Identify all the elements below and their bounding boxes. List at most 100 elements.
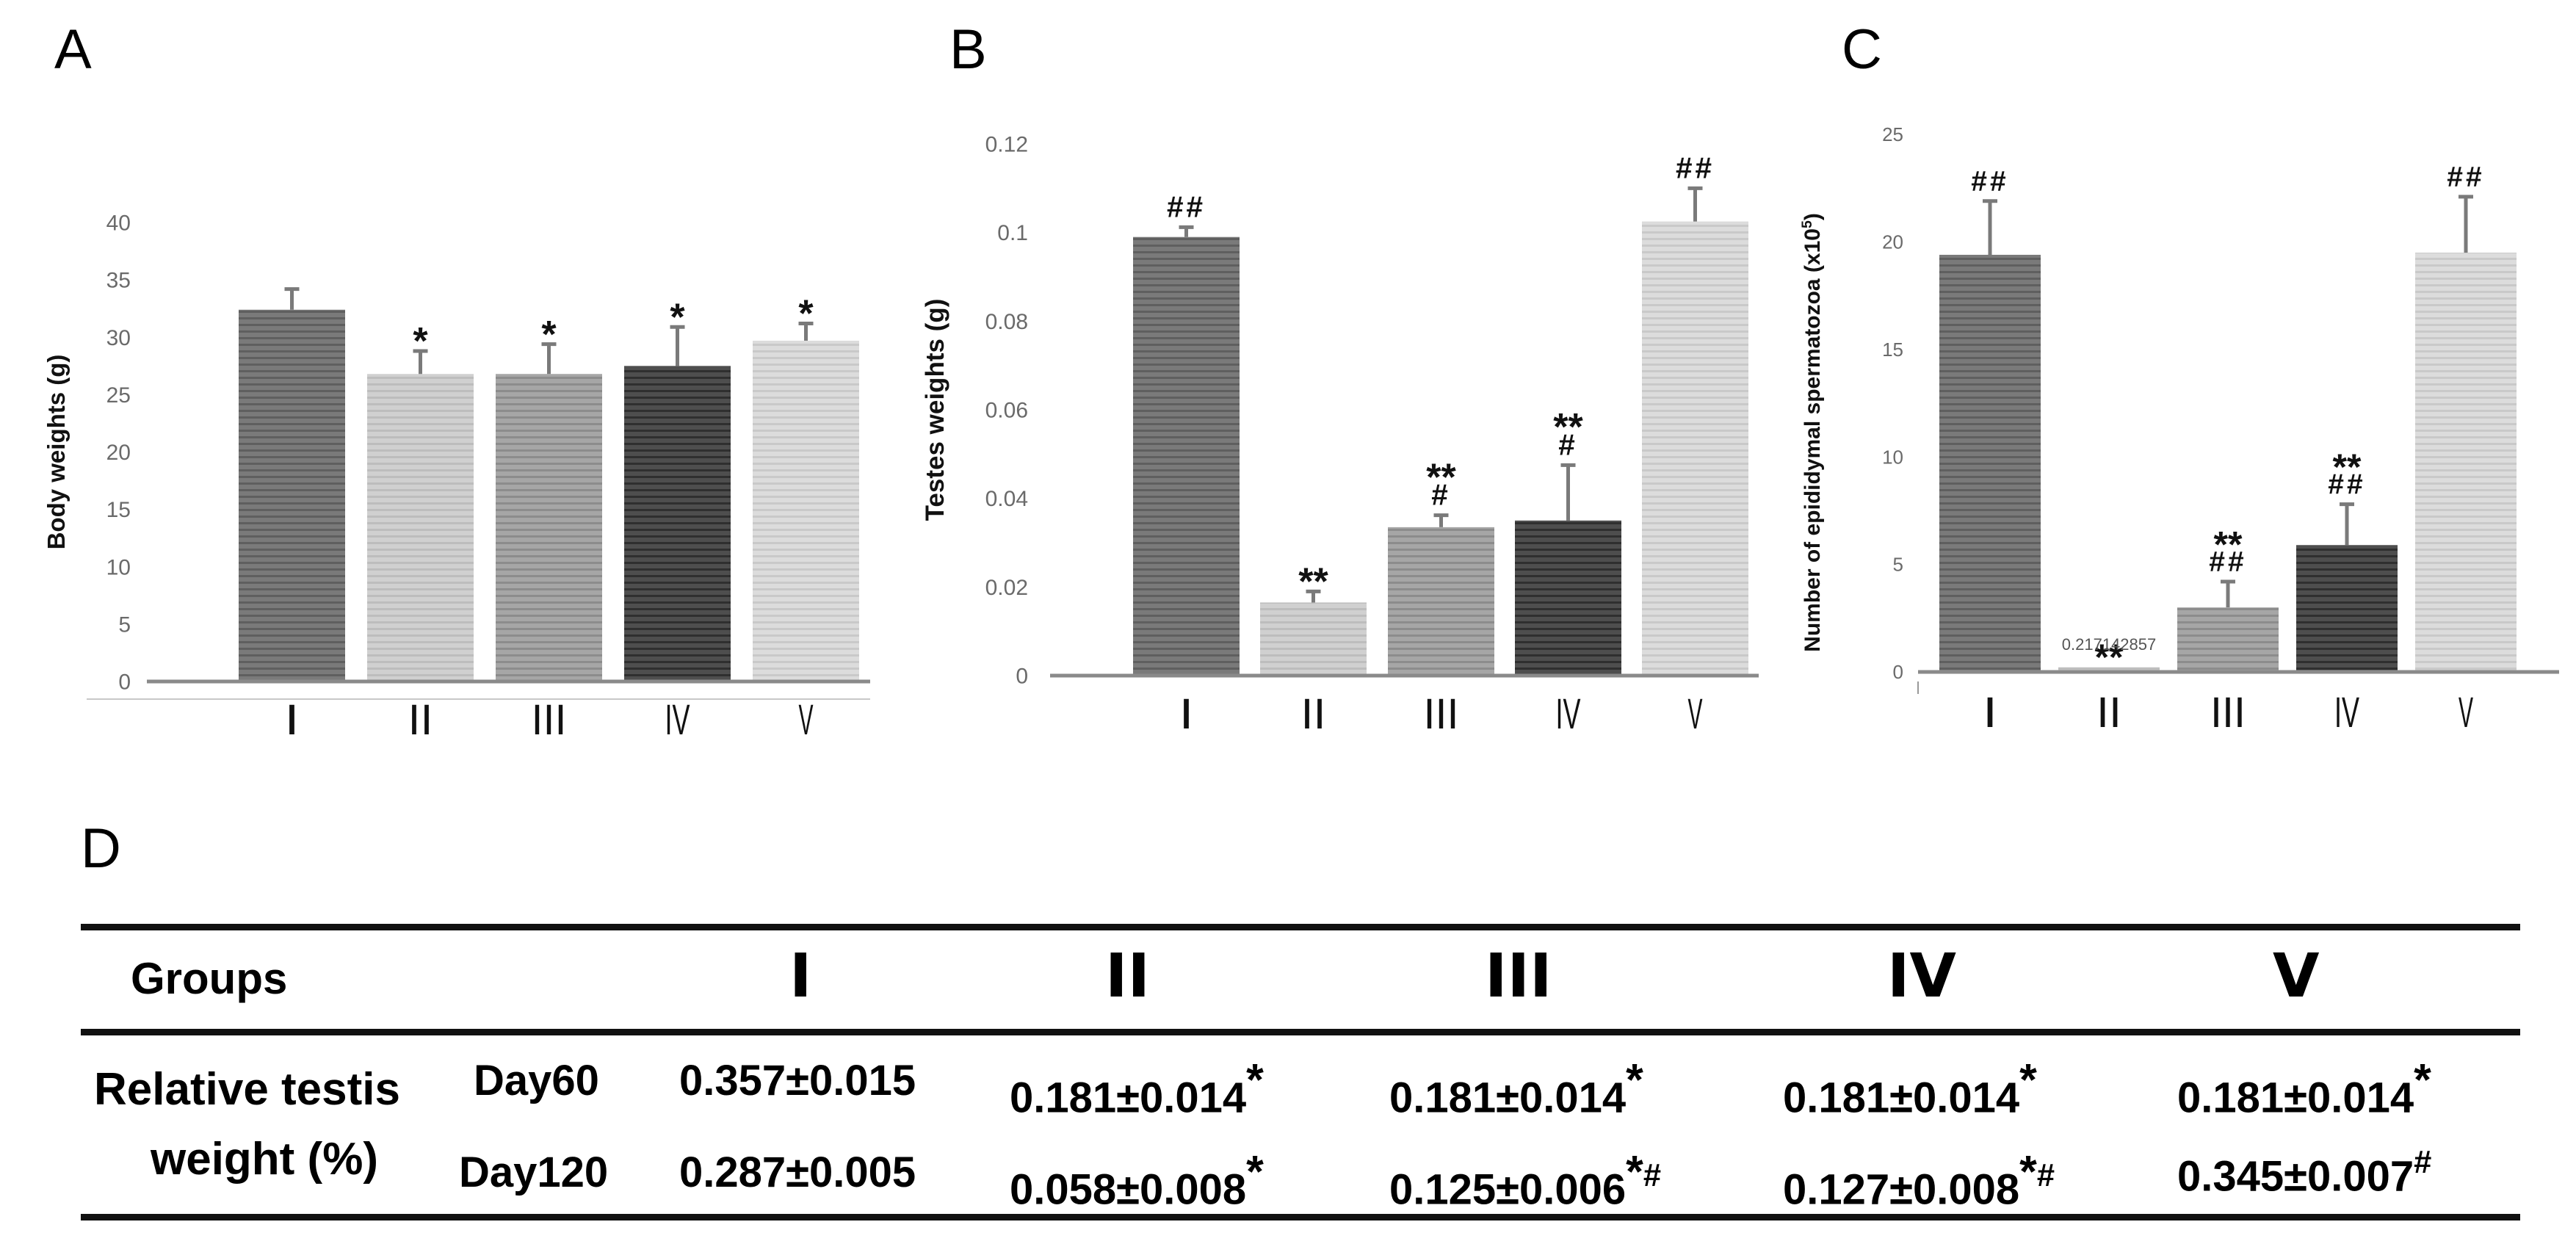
category-label: I bbox=[1179, 690, 1194, 738]
y-tick-label: 0.06 bbox=[985, 399, 1028, 423]
row-label-line2: weight (%) bbox=[151, 1134, 378, 1185]
significance-mark: ** bbox=[1426, 456, 1456, 499]
significance-mark: ## bbox=[1167, 189, 1206, 223]
bar-ii bbox=[1260, 602, 1367, 676]
significance-mark: ## bbox=[2209, 546, 2246, 578]
y-tick-label: 25 bbox=[1882, 123, 1903, 145]
y-tick-label: 0 bbox=[1016, 665, 1028, 689]
y-tick-label: 0.1 bbox=[997, 221, 1028, 245]
bar-iii bbox=[1388, 527, 1494, 676]
day60-label: Day60 bbox=[474, 1057, 599, 1104]
table-cell: 0.058±0.008* bbox=[1010, 1146, 1264, 1214]
table-cell: 0.345±0.007# bbox=[2177, 1144, 2432, 1201]
y-axis-label: Body weights (g) bbox=[43, 355, 70, 550]
bar-v bbox=[753, 340, 859, 681]
significance-mark: ** bbox=[1298, 561, 1328, 604]
significance-mark: ## bbox=[2447, 162, 2484, 193]
category-label: IV bbox=[1556, 690, 1581, 738]
bar-iii bbox=[2177, 607, 2279, 672]
y-tick-label: 15 bbox=[106, 498, 131, 522]
bar-iv bbox=[624, 366, 731, 681]
significance-mark: ## bbox=[2328, 469, 2365, 501]
bar-v bbox=[2415, 253, 2517, 672]
bar-i bbox=[1133, 236, 1240, 676]
y-tick-label: 10 bbox=[106, 555, 131, 579]
data-label: 0.217142857 bbox=[2062, 635, 2156, 654]
y-tick-label: 35 bbox=[106, 269, 131, 293]
y-tick-label: 15 bbox=[1882, 339, 1903, 361]
category-label: IV bbox=[665, 696, 690, 744]
table-cell: 0.181±0.014* bbox=[1389, 1054, 1643, 1122]
panel-letter-d: D bbox=[81, 817, 121, 880]
table-top-rule bbox=[81, 924, 2520, 930]
y-tick-label: 0.08 bbox=[985, 310, 1028, 334]
y-tick-label: 0.12 bbox=[985, 133, 1028, 157]
y-tick-label: 25 bbox=[106, 383, 131, 408]
category-label: II bbox=[2096, 689, 2121, 737]
panel-letter-c: C bbox=[1842, 18, 1882, 81]
bar-i bbox=[239, 309, 345, 681]
significance-mark: ## bbox=[1676, 151, 1715, 184]
chart-c: 0 5 10 15 20 25 Number of epididymal spermatoz… bbox=[1799, 123, 2559, 737]
table-cell: 0.125±0.006*# bbox=[1389, 1146, 1662, 1214]
significance-mark: * bbox=[798, 293, 814, 336]
table-cell: 0.181±0.014* bbox=[1010, 1054, 1264, 1122]
table-cell: 0.287±0.005 bbox=[679, 1149, 916, 1196]
chart-a: 0 5 10 15 20 25 30 35 40 Body weights (g) I * II * III… bbox=[43, 211, 870, 744]
category-label: III bbox=[532, 696, 567, 744]
significance-mark: * bbox=[541, 314, 557, 356]
bar-i bbox=[1939, 254, 2041, 672]
category-label: II bbox=[408, 696, 433, 744]
category-label: I bbox=[285, 696, 300, 744]
category-label: III bbox=[2210, 689, 2246, 737]
bar-v bbox=[1642, 221, 1748, 676]
panel-letter-b: B bbox=[949, 18, 987, 81]
y-tick-label: 0 bbox=[1893, 661, 1903, 683]
significance-mark: * bbox=[670, 296, 685, 339]
table-cell: 0.181±0.014* bbox=[2177, 1054, 2431, 1122]
significance-mark: ## bbox=[1971, 166, 2008, 198]
header-group-ii: II bbox=[1105, 941, 1151, 1011]
header-group-v: V bbox=[2273, 941, 2320, 1011]
category-label: I bbox=[1983, 689, 1997, 737]
bar-iv bbox=[1515, 520, 1621, 676]
y-tick-label: 0 bbox=[118, 670, 131, 695]
header-group-iv: IV bbox=[1887, 941, 1956, 1011]
panel-letter-a: A bbox=[54, 18, 92, 81]
bar-ii bbox=[367, 374, 474, 681]
header-group-iii: III bbox=[1485, 941, 1552, 1011]
significance-mark: # bbox=[1558, 427, 1578, 461]
bar-iii bbox=[496, 374, 602, 681]
significance-mark: ** bbox=[2333, 446, 2362, 488]
y-tick-label: 5 bbox=[1893, 554, 1903, 576]
y-tick-label: 5 bbox=[118, 612, 131, 637]
table-bottom-rule bbox=[81, 1214, 2520, 1221]
y-tick-label: 10 bbox=[1882, 446, 1903, 468]
bar-ii bbox=[2058, 667, 2160, 672]
category-label: V bbox=[1688, 690, 1703, 738]
row-label-line1: Relative testis bbox=[94, 1064, 400, 1115]
relative-testis-weight-table: Groups I II III IV V Relative testis wei… bbox=[81, 924, 2520, 1223]
day120-label: Day120 bbox=[459, 1149, 609, 1196]
y-axis-label: Testes weights (g) bbox=[921, 299, 949, 521]
chart-b: 0 0.02 0.04 0.06 0.08 0.1 0.12 Testes weights (… bbox=[921, 133, 1759, 738]
bar-iv bbox=[2296, 545, 2398, 672]
y-tick-label: 20 bbox=[106, 441, 131, 465]
table-header-rule bbox=[81, 1029, 2520, 1035]
category-label: III bbox=[1424, 690, 1459, 738]
table-cell: 0.127±0.008*# bbox=[1783, 1146, 2055, 1214]
table-cell: 0.357±0.015 bbox=[679, 1057, 916, 1104]
y-tick-label: 0.02 bbox=[985, 576, 1028, 600]
category-label: II bbox=[1301, 690, 1326, 738]
y-tick-label: 0.04 bbox=[985, 487, 1028, 511]
header-groups: Groups bbox=[131, 954, 288, 1003]
table-cell: 0.181±0.014* bbox=[1783, 1054, 2037, 1122]
category-label: V bbox=[2459, 689, 2473, 737]
y-tick-label: 20 bbox=[1882, 231, 1903, 253]
y-tick-label: 40 bbox=[106, 211, 131, 236]
category-label: IV bbox=[2334, 689, 2359, 737]
y-tick-label: 30 bbox=[106, 326, 131, 350]
significance-mark: ** bbox=[2214, 524, 2243, 565]
significance-mark: # bbox=[1431, 478, 1451, 512]
